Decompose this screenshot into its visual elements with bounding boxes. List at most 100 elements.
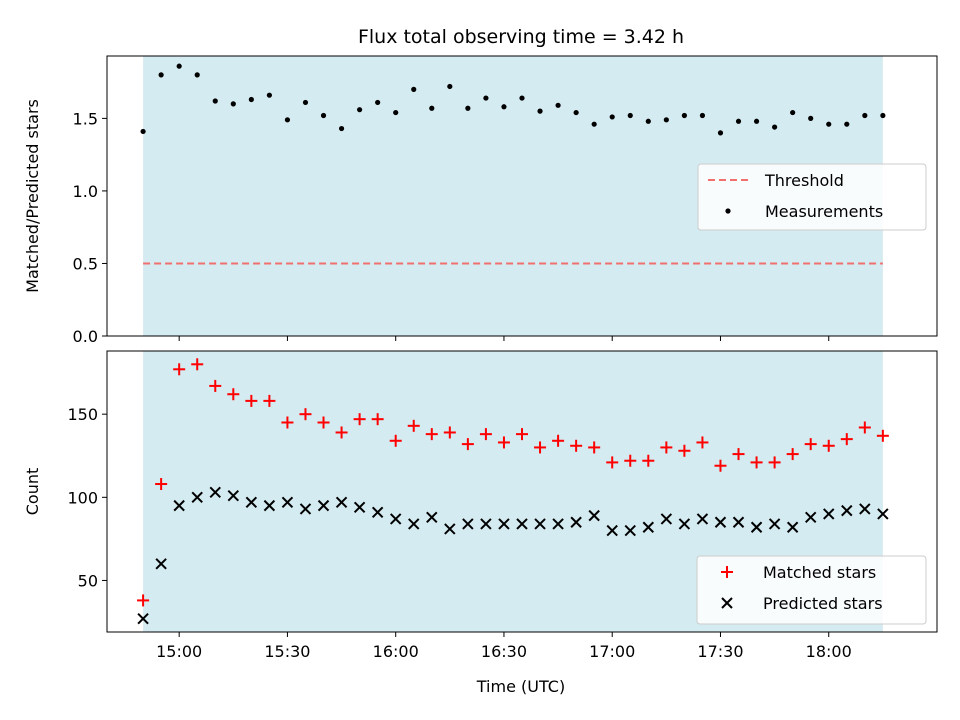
y-tick-label: 0.0 xyxy=(73,327,98,346)
y-tick-label: 0.5 xyxy=(73,254,98,273)
x-tick-label: 16:30 xyxy=(481,642,527,661)
predicted-star-point xyxy=(371,506,384,518)
x-tick-label: 17:30 xyxy=(697,642,743,661)
matched-star-point xyxy=(209,379,222,392)
measurement-point xyxy=(591,121,597,127)
measurement-point xyxy=(790,109,796,116)
bottom-x-axis-ticks: 15:00 15:30 16:00 16:30 17:00 17:30 18:00 xyxy=(156,632,852,661)
measurement-point xyxy=(338,125,345,132)
predicted-star-point xyxy=(732,516,745,528)
bottom-legend: Matched stars Predicted stars xyxy=(696,555,927,625)
measurement-point xyxy=(753,118,760,124)
matched-star-point xyxy=(588,441,601,454)
matched-star-point xyxy=(624,454,637,467)
matched-star-point xyxy=(768,456,781,469)
matched-star-point xyxy=(678,444,691,457)
measurement-point xyxy=(302,99,309,106)
matched-star-point xyxy=(227,388,240,401)
matched-star-point xyxy=(299,408,312,421)
predicted-star-point xyxy=(786,521,799,533)
measurement-point xyxy=(429,105,435,111)
top-x-axis-ticks xyxy=(178,336,830,341)
matched-star-point xyxy=(570,439,583,452)
predicted-star-point xyxy=(570,516,582,528)
matched-star-point xyxy=(534,441,547,454)
matched-star-point xyxy=(696,436,709,449)
top-legend-box xyxy=(697,163,927,231)
predicted-legend-swatch xyxy=(721,597,733,609)
measurement-point xyxy=(609,114,615,120)
predicted-star-point xyxy=(191,491,203,504)
matched-star-point xyxy=(173,363,186,376)
measurement-point xyxy=(375,99,381,106)
predicted-star-point xyxy=(841,504,853,517)
matched-star-point xyxy=(155,478,168,491)
predicted-star-point xyxy=(768,518,781,530)
chart-title: Flux total observing time = 3.42 h xyxy=(358,26,684,48)
matched-legend-swatch xyxy=(721,566,733,578)
y-tick-label: 50 xyxy=(78,571,98,590)
matched-star-point xyxy=(552,434,565,447)
measurement-point xyxy=(320,112,327,119)
measurements-legend-swatch xyxy=(725,208,731,214)
measurement-point xyxy=(357,107,363,113)
matched-legend-label: Matched stars xyxy=(763,563,876,582)
predicted-star-point xyxy=(209,486,221,499)
bottom-plot-frame xyxy=(106,350,938,633)
predicted-star-point xyxy=(317,499,330,512)
measurement-point xyxy=(880,112,886,119)
measurement-point xyxy=(537,108,543,114)
y-tick-label: 150 xyxy=(67,405,98,424)
measurement-point xyxy=(681,112,687,119)
matched-star-point xyxy=(606,456,619,469)
matched-star-point xyxy=(425,428,438,441)
predicted-star-point xyxy=(859,503,871,515)
predicted-star-point xyxy=(227,489,240,502)
measurement-point xyxy=(844,121,850,127)
predicted-star-point xyxy=(696,513,709,525)
matched-star-point xyxy=(750,456,763,469)
measurement-point xyxy=(645,118,651,124)
predicted-star-point xyxy=(534,518,546,530)
matched-star-point xyxy=(191,358,204,371)
measurement-point xyxy=(465,105,471,111)
y-tick-label: 100 xyxy=(67,488,98,507)
measurement-point xyxy=(699,112,706,119)
predicted-star-point xyxy=(173,499,185,512)
y-tick-label: 1.0 xyxy=(73,182,98,201)
predicted-star-point xyxy=(335,496,348,509)
predicted-star-point xyxy=(281,496,294,509)
matched-star-point xyxy=(497,436,510,449)
x-axis-label: Time (UTC) xyxy=(476,677,565,696)
predicted-star-point xyxy=(245,496,258,509)
matched-star-point xyxy=(263,394,276,407)
matched-star-point xyxy=(335,426,348,439)
predicted-star-point xyxy=(823,508,835,520)
measurement-point xyxy=(717,130,724,136)
measurement-point xyxy=(447,83,453,90)
measurement-point xyxy=(519,95,525,101)
measurement-point xyxy=(627,112,633,119)
predicted-star-point xyxy=(299,503,312,515)
predicted-stars-points xyxy=(137,486,889,625)
measurements-legend-label: Measurements xyxy=(765,202,883,221)
matched-star-point xyxy=(389,434,402,447)
predicted-star-point xyxy=(642,521,655,533)
predicted-star-point xyxy=(750,521,763,533)
bottom-legend-box xyxy=(696,555,927,625)
top-legend: Threshold Measurements xyxy=(697,163,927,231)
measurement-point xyxy=(194,72,200,78)
x-tick-label: 15:00 xyxy=(156,642,202,661)
x-tick-label: 17:00 xyxy=(589,642,635,661)
matched-star-point xyxy=(858,421,871,434)
predicted-star-point xyxy=(588,509,600,522)
measurement-point xyxy=(140,128,146,135)
measurement-point xyxy=(158,72,164,78)
matched-star-point xyxy=(407,419,420,432)
matched-star-point xyxy=(317,416,330,429)
measurement-point xyxy=(393,109,399,116)
x-tick-label: 18:00 xyxy=(806,642,852,661)
matched-star-point xyxy=(353,413,366,426)
predicted-star-point xyxy=(263,499,276,512)
